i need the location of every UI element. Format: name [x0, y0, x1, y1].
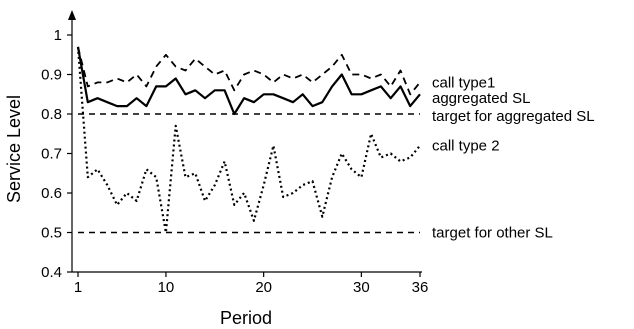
y-tick-label: 0.4 [41, 264, 62, 281]
y-tick-label: 0.6 [41, 185, 62, 202]
x-tick-label: 20 [255, 279, 272, 296]
tick-labels: 0.4 0.5 0.6 0.7 0.8 0.9 1 1 10 20 30 36 [41, 27, 428, 296]
y-tick-label: 0.9 [41, 67, 62, 84]
annotation-label: aggregated SL [432, 90, 530, 107]
annotation-label: target for other SL [432, 225, 553, 242]
x-tick-label: 10 [158, 279, 175, 296]
y-tick-label: 1 [54, 27, 62, 44]
x-tick-label: 36 [412, 279, 429, 296]
x-tick-label: 30 [353, 279, 370, 296]
reference-lines [78, 113, 420, 234]
axes [67, 10, 422, 277]
x-tick-label: 1 [74, 279, 82, 296]
series-line [76, 46, 421, 116]
series-lines [76, 46, 421, 234]
annotation-label: target for aggregated SL [432, 108, 595, 125]
y-tick-label: 0.8 [41, 106, 62, 123]
series-line [76, 46, 421, 234]
x-axis-title: Period [220, 308, 272, 328]
annotation-label: call type 2 [432, 138, 500, 155]
annotation-label: call type1 [432, 74, 495, 91]
y-axis-arrow [68, 10, 76, 20]
series-line [77, 46, 421, 96]
y-tick-label: 0.5 [41, 225, 62, 242]
y-axis-title: Service Level [4, 95, 24, 203]
y-tick-label: 0.7 [41, 146, 62, 163]
